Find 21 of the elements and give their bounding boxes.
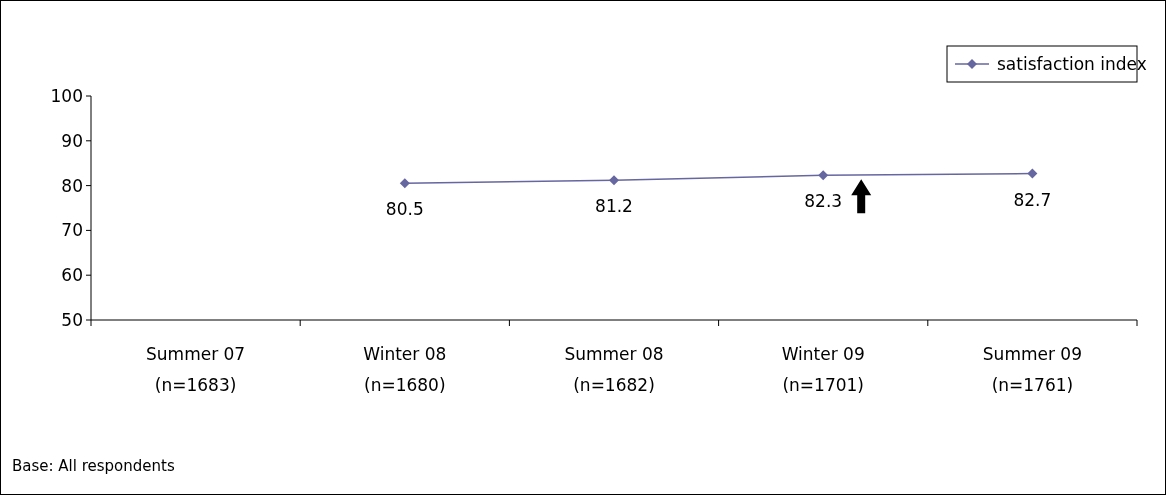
x-tick-label: Winter 09 (n=1701): [781, 344, 865, 395]
data-label: 82.3: [804, 191, 843, 212]
x-tick-label: Summer 07 (n=1683): [146, 344, 246, 395]
data-label: 82.7: [1013, 189, 1052, 210]
data-label: 80.5: [385, 199, 424, 220]
y-tick-label: 100: [50, 86, 83, 106]
legend-label: satisfaction index: [997, 54, 1147, 74]
x-tick-label: Winter 08 (n=1680): [363, 344, 447, 395]
y-tick-label: 90: [61, 130, 83, 151]
point: [1027, 168, 1038, 179]
data-label: 81.2: [595, 196, 633, 217]
y-tick-label: 80: [61, 175, 83, 196]
point: [818, 170, 829, 181]
x-tick-label: Summer 09 (n=1761): [982, 344, 1082, 395]
x-tick-label: Summer 08 (n=1682): [564, 344, 664, 395]
point: [399, 178, 410, 189]
point: [609, 175, 619, 186]
text: Base: All respondents: [12, 457, 175, 475]
y-tick-label: 60: [61, 265, 83, 286]
y-tick-label: 50: [61, 310, 83, 330]
y-tick-label: 70: [61, 220, 83, 241]
